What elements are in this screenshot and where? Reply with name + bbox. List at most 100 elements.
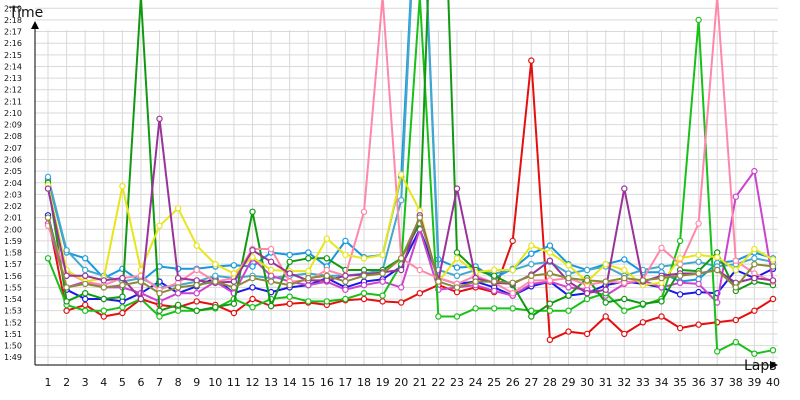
series-point xyxy=(695,288,702,296)
series-point xyxy=(528,250,535,257)
series-point xyxy=(137,278,145,285)
series-point xyxy=(676,255,684,262)
series-point xyxy=(342,278,349,285)
series-point xyxy=(81,272,89,279)
series-point xyxy=(81,255,89,262)
y-tick-label: 2:08 xyxy=(4,132,22,141)
series-point xyxy=(305,267,312,275)
series-point xyxy=(379,278,386,285)
x-tick-label: 38 xyxy=(729,376,743,389)
series-point xyxy=(453,284,461,291)
series-point xyxy=(342,286,349,293)
series-point xyxy=(602,286,609,293)
series-point xyxy=(546,257,554,264)
series-point xyxy=(323,298,330,305)
series-point xyxy=(398,196,405,204)
series-point xyxy=(732,338,740,346)
series-point xyxy=(676,237,684,245)
series-point xyxy=(323,266,330,274)
series-point xyxy=(676,272,684,279)
series-point xyxy=(360,290,368,297)
series-point xyxy=(267,272,275,279)
series-point xyxy=(658,263,665,270)
series-point xyxy=(249,304,256,311)
series-9 xyxy=(44,171,777,289)
series-point xyxy=(546,307,554,314)
x-tick-label: 3 xyxy=(82,376,89,389)
series-point xyxy=(63,298,70,305)
series-point xyxy=(267,258,275,265)
series-point xyxy=(193,307,200,314)
x-tick-label: 20 xyxy=(394,376,408,389)
series-point xyxy=(379,251,386,259)
series-point xyxy=(491,278,498,285)
series-point xyxy=(230,270,238,277)
x-tick-label: 23 xyxy=(450,376,464,389)
series-point xyxy=(212,278,219,285)
series-point xyxy=(528,242,535,249)
x-tick-label: 24 xyxy=(469,376,483,389)
series-point xyxy=(81,280,89,288)
series-point xyxy=(81,301,89,309)
series-point xyxy=(472,305,479,312)
series-point xyxy=(398,266,405,274)
series-point xyxy=(621,266,628,274)
series-point xyxy=(658,274,665,282)
y-tick-label: 1:50 xyxy=(4,342,22,351)
y-tick-label: 1:56 xyxy=(4,272,22,281)
x-tick-label: 18 xyxy=(357,376,371,389)
series-point xyxy=(119,281,126,289)
series-point xyxy=(695,258,702,265)
series-point xyxy=(546,249,554,256)
series-point xyxy=(212,272,219,279)
series-point xyxy=(44,185,52,192)
y-tick-label: 2:10 xyxy=(4,109,22,118)
series-group xyxy=(44,0,777,357)
series-point xyxy=(695,16,702,24)
x-tick-label: 25 xyxy=(487,376,501,389)
x-tick-label: 7 xyxy=(156,376,163,389)
series-point xyxy=(565,262,572,269)
series-point xyxy=(398,299,405,306)
y-axis-arrow xyxy=(31,21,39,29)
x-tick-label: 35 xyxy=(673,376,687,389)
series-point xyxy=(193,242,200,249)
x-tick-label: 34 xyxy=(654,376,668,389)
series-point xyxy=(230,284,238,291)
series-point xyxy=(305,255,312,262)
series-point xyxy=(81,307,89,314)
series-point xyxy=(249,254,256,261)
series-point xyxy=(100,284,108,291)
x-tick-label: 37 xyxy=(710,376,724,389)
series-point xyxy=(583,290,591,297)
series-point xyxy=(435,313,442,320)
series-point xyxy=(751,255,758,262)
series-point xyxy=(63,284,70,291)
series-line xyxy=(47,173,774,287)
series-line xyxy=(47,215,774,303)
x-tick-label: 21 xyxy=(413,376,427,389)
series-point xyxy=(249,246,256,254)
series-point xyxy=(732,266,740,274)
series-point xyxy=(453,264,461,271)
y-tick-label: 1:53 xyxy=(4,307,22,316)
series-point xyxy=(695,280,702,288)
series-point xyxy=(230,278,238,285)
x-tick-label: 15 xyxy=(301,376,315,389)
series-point xyxy=(100,295,108,303)
series-point xyxy=(565,292,572,299)
x-tick-label: 17 xyxy=(338,376,352,389)
series-point xyxy=(342,272,349,279)
series-point xyxy=(714,254,721,261)
x-axis-arrow xyxy=(770,361,778,369)
series-point xyxy=(323,272,330,279)
x-tick-label: 29 xyxy=(562,376,576,389)
series-point xyxy=(119,304,126,311)
series-point xyxy=(267,266,275,274)
series-point xyxy=(119,274,126,282)
series-point xyxy=(732,257,740,264)
series-point xyxy=(100,277,108,284)
series-point xyxy=(156,307,163,314)
y-tick-label: 2:19 xyxy=(4,4,22,13)
